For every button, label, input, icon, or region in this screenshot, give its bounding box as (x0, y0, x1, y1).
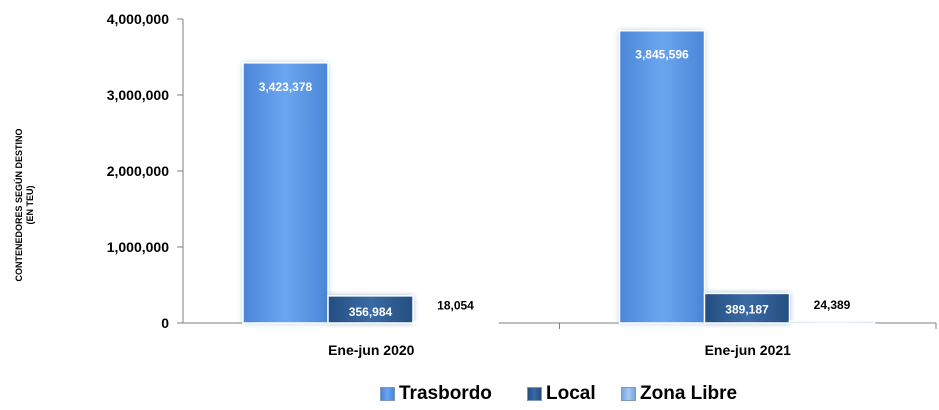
data-label-trasbordo-1: 3,423,378 (259, 80, 313, 94)
y-axis-title-line-2: (EN TEU) (25, 186, 35, 225)
bar-local-1 (327, 295, 414, 324)
bar-trasbordo-1 (242, 62, 329, 324)
data-label-zona-libre-2: 24,389 (814, 298, 851, 312)
bar-local-2 (703, 292, 791, 324)
y-axis-title: CONTENEDORES SEGÚN DESTINO (EN TEU) (13, 128, 35, 281)
y-tick-label: 1,000,000 (107, 239, 169, 255)
bar-zona-libre-1 (412, 320, 499, 324)
plot-area: 0 1,000,000 2,000,000 3,000,000 4,000,000 Ene… (107, 11, 937, 358)
x-category-label: Ene-jun 2020 (328, 342, 415, 358)
data-label-zona-libre-1: 18,054 (437, 299, 474, 313)
data-label-trasbordo-2: 3,845,596 (635, 48, 689, 62)
y-tick-label: 3,000,000 (107, 87, 169, 103)
y-tick-label: 2,000,000 (107, 163, 169, 179)
y-tick-label: 0 (161, 315, 169, 331)
bar-zona-libre-2 (788, 320, 876, 324)
bar-trasbordo-2 (618, 29, 706, 324)
x-category-label: Ene-jun 2021 (705, 342, 792, 358)
data-label-local-2: 389,187 (725, 302, 769, 316)
y-tick-label: 4,000,000 (107, 11, 169, 27)
y-axis-title-line-1: CONTENEDORES SEGÚN DESTINO (13, 128, 24, 281)
data-label-local-1: 356,984 (349, 305, 393, 319)
